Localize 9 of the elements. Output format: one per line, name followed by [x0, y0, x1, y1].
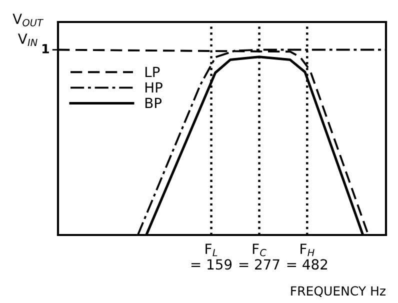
text: 1: [42, 44, 49, 54]
x-tick-label: F$_{C}$ = 277: [239, 244, 280, 270]
x-axis-title: FREQUENCY Hz: [291, 286, 386, 298]
y-axis-title: V$_{OUT}$ V$_{IN}$: [12, 14, 44, 46]
legend-label: LP: [145, 66, 160, 78]
legend-label: HP: [145, 82, 162, 93]
legend-label: BP: [145, 98, 162, 108]
x-tick-label: F$_{L}$ = 159: [191, 244, 232, 270]
x-tick-label: F$_{H}$ = 482: [287, 244, 328, 270]
